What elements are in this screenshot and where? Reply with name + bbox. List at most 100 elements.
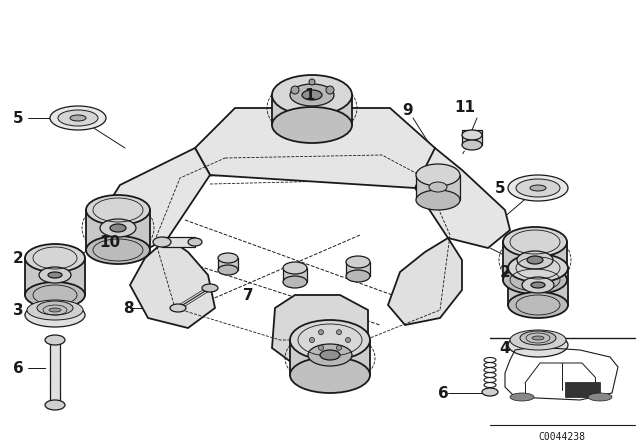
Polygon shape [272,295,368,365]
Ellipse shape [49,308,61,312]
Ellipse shape [50,106,106,130]
Circle shape [309,79,315,85]
Ellipse shape [527,256,543,264]
Ellipse shape [188,238,202,246]
Ellipse shape [302,90,322,100]
Ellipse shape [429,182,447,192]
Ellipse shape [416,164,460,186]
Ellipse shape [27,300,83,320]
Ellipse shape [272,75,352,115]
Text: 2: 2 [13,250,24,266]
Ellipse shape [308,344,352,366]
Polygon shape [346,262,370,276]
Polygon shape [195,108,440,188]
Text: 5: 5 [495,181,506,195]
Text: 6: 6 [438,385,449,401]
Ellipse shape [508,175,568,201]
Ellipse shape [48,272,62,278]
Ellipse shape [45,335,65,345]
Ellipse shape [272,107,352,143]
Circle shape [346,337,351,343]
Polygon shape [565,382,600,397]
Text: 6: 6 [13,361,24,375]
Circle shape [310,337,314,343]
Ellipse shape [86,195,150,225]
Text: 11: 11 [454,99,476,115]
Ellipse shape [25,303,85,327]
Text: 3: 3 [13,302,23,318]
Polygon shape [25,258,85,295]
Polygon shape [218,258,238,270]
Ellipse shape [503,227,567,257]
Ellipse shape [531,282,545,288]
Circle shape [337,330,342,335]
Ellipse shape [290,84,334,106]
Polygon shape [415,148,510,248]
Ellipse shape [86,236,150,264]
Ellipse shape [25,244,85,272]
Text: 2: 2 [500,264,510,280]
Ellipse shape [530,185,546,191]
Ellipse shape [290,357,370,393]
Polygon shape [503,242,567,280]
Ellipse shape [100,219,136,237]
Ellipse shape [283,262,307,274]
Polygon shape [130,238,215,328]
Ellipse shape [202,284,218,292]
Ellipse shape [58,110,98,126]
Ellipse shape [482,388,498,396]
Ellipse shape [290,320,370,360]
Ellipse shape [588,393,612,401]
Ellipse shape [510,393,534,401]
Ellipse shape [110,224,126,232]
Polygon shape [98,148,210,258]
Circle shape [291,86,299,94]
Ellipse shape [462,130,482,140]
Ellipse shape [45,400,65,410]
Ellipse shape [218,265,238,275]
Ellipse shape [508,292,568,318]
Ellipse shape [462,140,482,150]
Ellipse shape [532,336,544,340]
Ellipse shape [520,331,556,345]
Text: 8: 8 [123,301,133,315]
Circle shape [319,345,323,350]
Ellipse shape [346,270,370,282]
Ellipse shape [517,251,553,269]
Text: 7: 7 [243,288,253,302]
Ellipse shape [39,267,71,283]
Ellipse shape [218,253,238,263]
Polygon shape [462,130,482,145]
Circle shape [326,86,334,94]
Polygon shape [50,340,60,405]
Ellipse shape [25,282,85,308]
Polygon shape [416,175,460,200]
Circle shape [319,330,323,335]
Ellipse shape [508,254,568,282]
Polygon shape [283,268,307,282]
Polygon shape [272,95,352,125]
Ellipse shape [170,304,186,312]
Ellipse shape [70,115,86,121]
Ellipse shape [346,256,370,268]
Polygon shape [162,237,195,247]
Ellipse shape [153,237,171,247]
Text: 4: 4 [500,340,510,356]
Text: 1: 1 [305,87,316,103]
Text: 9: 9 [403,103,413,117]
Text: 5: 5 [13,111,23,125]
Ellipse shape [320,350,340,360]
Ellipse shape [510,330,566,350]
Polygon shape [86,210,150,250]
Ellipse shape [37,301,73,315]
Ellipse shape [503,266,567,294]
Text: C0044238: C0044238 [538,432,586,442]
Polygon shape [388,238,462,325]
Text: 10: 10 [99,234,120,250]
Ellipse shape [522,277,554,293]
Ellipse shape [283,276,307,288]
Polygon shape [508,268,568,305]
Ellipse shape [516,179,560,197]
Polygon shape [290,340,370,375]
Ellipse shape [508,333,568,357]
